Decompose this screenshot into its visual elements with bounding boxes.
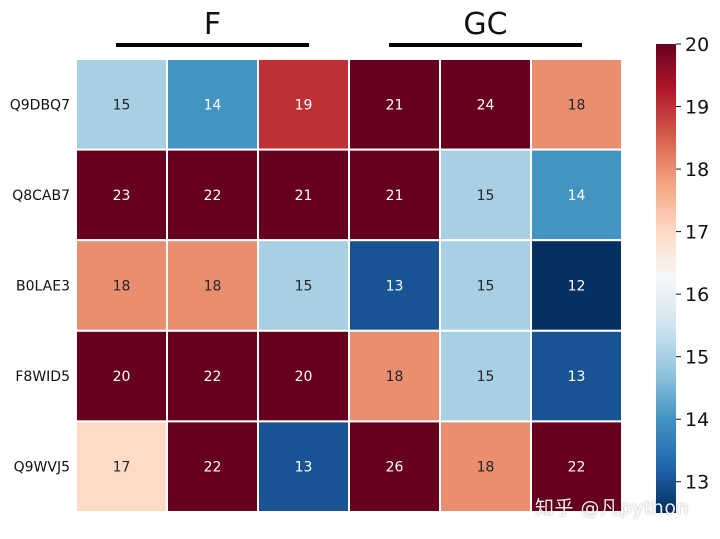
cell-value-r4-c5: 22 [568, 460, 586, 476]
heatmap-cell-r3-c5 [530, 329, 623, 423]
colorbar-tick-label-1: 14 [685, 409, 709, 431]
cell-value-r4-c0: 17 [113, 460, 131, 476]
cell-value-r4-c2: 13 [295, 460, 313, 476]
cell-value-r1-c5: 14 [568, 188, 586, 204]
cell-value-r1-c3: 21 [386, 188, 404, 204]
heatmap-cell-r3-c1 [166, 329, 259, 423]
column-group-label-1: GC [463, 7, 507, 42]
heatmap-cell-r4-c0 [75, 420, 168, 513]
heatmap-cell-r3-c4 [439, 329, 532, 423]
row-label-0: Q9DBQ7 [10, 97, 70, 113]
colorbar-tick-label-2: 15 [685, 347, 709, 369]
cell-value-r3-c4: 15 [477, 369, 495, 385]
row-label-2: B0LAE3 [16, 279, 70, 295]
cell-value-r2-c5: 12 [568, 279, 586, 295]
cell-value-r0-c4: 24 [477, 97, 495, 113]
watermark: 知乎 @凡python [535, 497, 690, 519]
colorbar-tick-label-3: 16 [685, 284, 709, 306]
heatmap-cell-r2-c5 [530, 239, 623, 332]
cell-value-r2-c1: 18 [204, 279, 222, 295]
cell-value-r3-c2: 20 [295, 369, 313, 385]
heatmap-cell-r3-c3 [348, 329, 441, 423]
row-label-4: Q9WVJ5 [14, 460, 70, 476]
colorbar-tick-label-0: 13 [685, 472, 709, 494]
heatmap-cell-r2-c3 [348, 239, 441, 332]
colorbar-tick-label-7: 20 [685, 34, 709, 56]
cell-value-r1-c4: 15 [477, 188, 495, 204]
colorbar [656, 44, 676, 513]
cell-value-r4-c1: 22 [204, 460, 222, 476]
heatmap-cell-r0-c1 [166, 58, 259, 151]
cell-value-r3-c5: 13 [568, 369, 586, 385]
cell-value-r4-c4: 18 [477, 460, 495, 476]
cell-value-r2-c3: 13 [386, 279, 404, 295]
row-label-1: Q8CAB7 [12, 188, 70, 204]
cell-value-r3-c3: 18 [386, 369, 404, 385]
colorbar-tick-label-6: 19 [685, 97, 709, 119]
row-label-3: F8WID5 [15, 369, 70, 385]
heatmap-cell-r4-c4 [439, 420, 532, 513]
heatmap-cell-r2-c1 [166, 239, 259, 332]
heatmap-cell-r1-c1 [166, 148, 259, 242]
heatmap-cell-r1-c5 [530, 148, 623, 242]
cell-value-r3-c0: 20 [113, 369, 131, 385]
heatmap-cell-r0-c0 [75, 58, 168, 151]
heatmap-cell-r3-c2 [257, 329, 350, 423]
cell-value-r1-c0: 23 [113, 188, 131, 204]
cell-value-r3-c1: 22 [204, 369, 222, 385]
heatmap-cell-r1-c3 [348, 148, 441, 242]
heatmap-cell-r2-c4 [439, 239, 532, 332]
cell-value-r0-c1: 14 [204, 97, 222, 113]
cell-value-r0-c2: 19 [295, 97, 313, 113]
colorbar-tick-label-4: 17 [685, 222, 709, 244]
cell-value-r4-c3: 26 [386, 460, 404, 476]
cell-value-r0-c3: 21 [386, 97, 404, 113]
heatmap-cell-r4-c2 [257, 420, 350, 513]
heatmap-cell-r3-c0 [75, 329, 168, 423]
colorbar-tick-label-5: 18 [685, 159, 709, 181]
heatmap-cell-r4-c5 [530, 420, 623, 513]
cell-value-r1-c2: 21 [295, 188, 313, 204]
heatmap-cell-r0-c5 [530, 58, 623, 151]
cell-value-r0-c5: 18 [568, 97, 586, 113]
cell-value-r1-c1: 22 [204, 188, 222, 204]
cell-value-r2-c2: 15 [295, 279, 313, 295]
cell-value-r0-c0: 15 [113, 97, 131, 113]
cell-value-r2-c4: 15 [477, 279, 495, 295]
cell-value-r2-c0: 18 [113, 279, 131, 295]
column-group-label-0: F [204, 7, 221, 42]
heatmap-cell-r4-c3 [348, 420, 441, 513]
